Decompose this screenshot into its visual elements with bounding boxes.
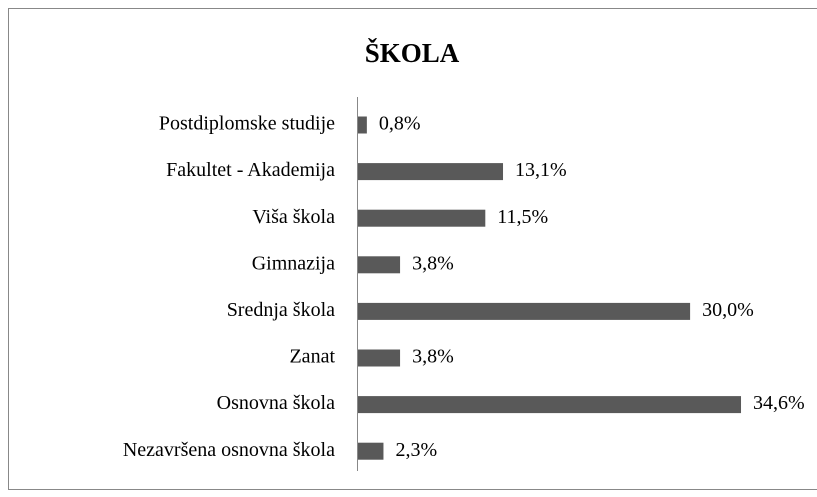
bar: [358, 396, 742, 414]
data-label: 3,8%: [412, 346, 454, 368]
data-label: 34,6%: [753, 392, 805, 414]
category-label: Fakultet - Akademija: [166, 159, 335, 181]
chart-title: ŠKOLA: [365, 38, 460, 68]
data-label: 0,8%: [379, 113, 421, 135]
data-label: 2,3%: [395, 439, 437, 461]
bar: [358, 163, 504, 181]
bar: [358, 256, 401, 274]
category-label: Srednja škola: [227, 299, 335, 321]
category-label: Viša škola: [252, 206, 335, 228]
category-label: Zanat: [289, 346, 335, 368]
data-label: 13,1%: [515, 159, 567, 181]
bar: [358, 116, 367, 134]
bar: [358, 349, 401, 367]
category-label: Postdiplomske studije: [159, 113, 335, 135]
chart-border: [8, 8, 817, 490]
category-label: Nezavršena osnovna škola: [123, 439, 335, 461]
category-label: Osnovna škola: [217, 392, 335, 414]
data-label: 3,8%: [412, 252, 454, 274]
data-label: 11,5%: [497, 206, 548, 228]
category-label: Gimnazija: [252, 252, 335, 274]
data-label: 30,0%: [702, 299, 754, 321]
bar: [358, 209, 486, 227]
bar: [358, 442, 384, 460]
bar: [358, 302, 691, 320]
